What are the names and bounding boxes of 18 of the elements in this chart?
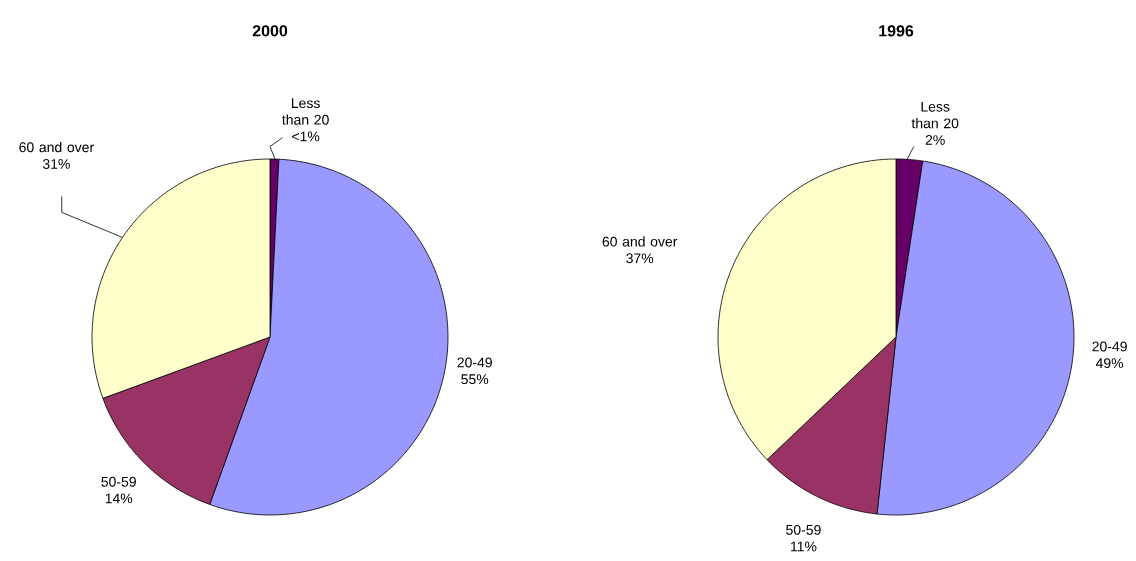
slice-label: 20-49 — [1092, 341, 1127, 352]
data-label: 14% — [105, 493, 133, 504]
data-label: 49% — [1095, 358, 1124, 369]
slice-label: 20-49 — [457, 357, 492, 368]
slice-label: Less than 20 — [911, 101, 959, 129]
slice-label: 50-59 — [786, 524, 821, 535]
chart-title: 2000 — [252, 25, 288, 37]
data-label: 55% — [461, 374, 489, 385]
data-label: 2% — [925, 135, 945, 145]
data-label: 31% — [42, 159, 70, 169]
slice-label: Less than 20 — [282, 98, 329, 125]
chart-title: 1996 — [879, 25, 914, 37]
slice-label: 60 and over — [19, 141, 94, 153]
data-label: 11% — [791, 541, 817, 552]
slice-label: 60 and over — [602, 236, 678, 247]
data-label: 37% — [626, 253, 654, 264]
data-label: <1% — [292, 131, 320, 142]
slice-label: 50-59 — [101, 476, 136, 487]
